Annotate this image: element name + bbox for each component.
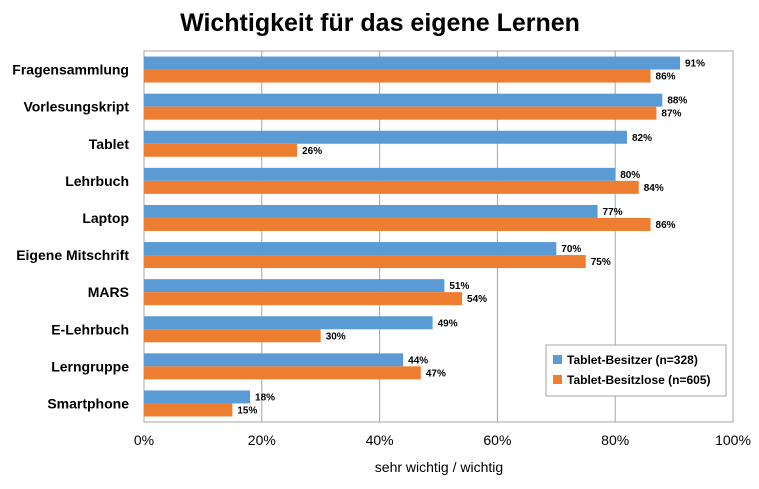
legend-swatch [553, 355, 562, 364]
category-label: Tablet [89, 136, 130, 152]
data-label: 84% [644, 183, 664, 194]
data-label: 30% [326, 331, 346, 342]
bar-tablet-besitzlose [144, 69, 651, 83]
chart-title: Wichtigkeit für das eigene Lernen [180, 9, 580, 37]
bar-tablet-besitzlose [144, 292, 463, 306]
category-label: Eigene Mitschrift [16, 247, 129, 263]
data-label: 54% [467, 294, 487, 305]
category-label: Lerngruppe [51, 358, 129, 374]
data-label: 15% [237, 405, 257, 416]
data-label: 70% [561, 244, 581, 255]
category-label: Fragensammlung [12, 62, 129, 78]
category-label: Vorlesungskript [23, 99, 129, 115]
bar-tablet-besitzlose [144, 143, 298, 157]
data-label: 26% [302, 146, 322, 157]
x-tick-label: 80% [601, 432, 629, 448]
x-tick-label: 20% [248, 432, 276, 448]
bar-tablet-besitzlose [144, 180, 639, 194]
x-axis-label: sehr wichtig / wichtig [375, 459, 503, 475]
bar-tablet-besitzer [144, 316, 433, 330]
bar-tablet-besitzer [144, 279, 445, 293]
data-label: 77% [603, 207, 623, 218]
data-label: 91% [685, 59, 705, 70]
category-label: MARS [88, 284, 129, 300]
bar-tablet-besitzer [144, 56, 680, 70]
data-label: 86% [656, 220, 676, 231]
bar-tablet-besitzlose [144, 255, 586, 269]
legend: Tablet-Besitzer (n=328) Tablet-Besitzlose… [545, 344, 727, 397]
bar-tablet-besitzer [144, 167, 616, 181]
x-tick-label: 0% [134, 432, 154, 448]
data-label: 75% [591, 257, 611, 268]
bar-tablet-besitzer [144, 242, 557, 256]
x-tick-label: 40% [366, 432, 394, 448]
category-label: E-Lehrbuch [51, 321, 129, 337]
data-label: 87% [661, 109, 681, 120]
data-label: 47% [426, 368, 446, 379]
bar-tablet-besitzer [144, 93, 663, 107]
plot-area-border [143, 50, 734, 423]
data-label: 49% [438, 318, 458, 329]
data-label: 44% [408, 355, 428, 366]
data-label: 51% [449, 281, 469, 292]
legend-entry: Tablet-Besitzlose (n=605) [567, 373, 710, 387]
data-label: 80% [620, 170, 640, 181]
bar-tablet-besitzer [144, 204, 598, 218]
bar-tablet-besitzlose [144, 106, 657, 120]
category-labels: Fragensammlung Vorlesungskript Tablet Lehrb… [12, 62, 129, 412]
data-label: 86% [656, 72, 676, 83]
bar-tablet-besitzlose [144, 217, 651, 231]
legend-swatch [553, 375, 562, 384]
x-tick-label: 60% [483, 432, 511, 448]
data-label: 82% [632, 133, 652, 144]
legend-entry: Tablet-Besitzer (n=328) [567, 353, 698, 367]
category-label: Lehrbuch [65, 173, 129, 189]
bar-tablet-besitzer [144, 390, 251, 404]
bar-tablet-besitzlose [144, 329, 321, 343]
legend-box [545, 344, 727, 397]
data-label: 18% [255, 392, 275, 403]
bar-tablet-besitzlose [144, 366, 421, 380]
x-tick-label: 100% [715, 432, 751, 448]
category-label: Laptop [82, 210, 129, 226]
bars: 91% 86% 88% 87% 82% 26% 80% 84% 77% 86% 70% 75% 51% 5… [144, 56, 705, 417]
bar-tablet-besitzer [144, 130, 627, 144]
data-label: 88% [667, 96, 687, 107]
bar-tablet-besitzer [144, 353, 404, 367]
category-label: Smartphone [47, 395, 129, 411]
x-tick-labels: 0% 20% 40% 60% 80% 100% [134, 432, 751, 448]
bar-tablet-besitzlose [144, 403, 233, 417]
